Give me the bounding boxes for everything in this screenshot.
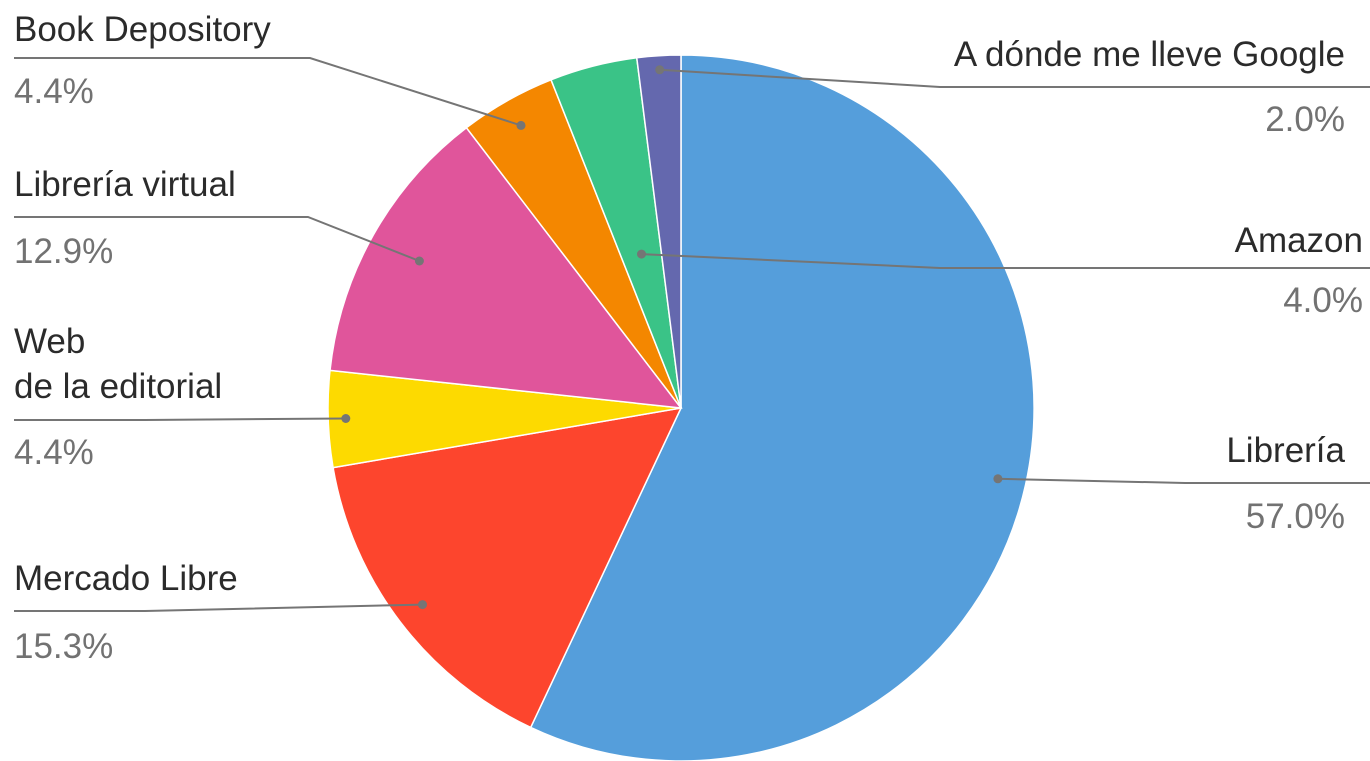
slice-label: Mercado Libre <box>14 559 238 598</box>
leader-line <box>14 603 423 612</box>
slice-percent-label: 4.4% <box>14 433 94 472</box>
pie-slice-librería-virtual <box>329 126 683 409</box>
pie-slices <box>327 54 1035 761</box>
slice-labels: Librería 57.0% Mercado Libre 15.3% Web de la … <box>14 10 1363 666</box>
leader-dot <box>655 65 665 75</box>
slice-percent-label: 4.0% <box>1283 281 1363 320</box>
pie-slice-a-dónde-me-lleve-google <box>635 54 682 409</box>
slice-label: Librería virtual <box>14 165 236 204</box>
slice-percent-label: 15.3% <box>14 627 113 666</box>
pie-slice-librería <box>529 54 1035 761</box>
leader-line <box>14 216 420 262</box>
leader-line <box>641 253 1370 269</box>
leader-dot <box>993 474 1003 484</box>
slice-percent-label: 2.0% <box>1265 100 1345 139</box>
slice-percent-label: 12.9% <box>14 232 113 271</box>
leader-line <box>997 477 1370 484</box>
slice-label: de la editorial <box>14 367 222 406</box>
leader-dot <box>637 249 646 259</box>
slice-percent-label: 57.0% <box>1246 497 1345 536</box>
slice-label: Web <box>14 322 85 361</box>
leader-dot <box>414 256 424 266</box>
leader-dot <box>341 414 351 423</box>
leader-line <box>14 417 346 421</box>
slice-label: Book Depository <box>14 10 271 49</box>
leader-dot <box>418 600 427 610</box>
leader-dot <box>516 120 526 130</box>
slice-label: Librería <box>1226 431 1345 470</box>
slice-label: A dónde me lleve Google <box>954 35 1345 74</box>
slice-percent-label: 4.4% <box>14 72 94 111</box>
pie-slice-mercado-libre <box>332 407 683 729</box>
leader-lines <box>14 57 1370 612</box>
leader-line <box>14 57 522 127</box>
slice-label: Amazon <box>1235 221 1363 260</box>
leader-line <box>659 68 1370 88</box>
